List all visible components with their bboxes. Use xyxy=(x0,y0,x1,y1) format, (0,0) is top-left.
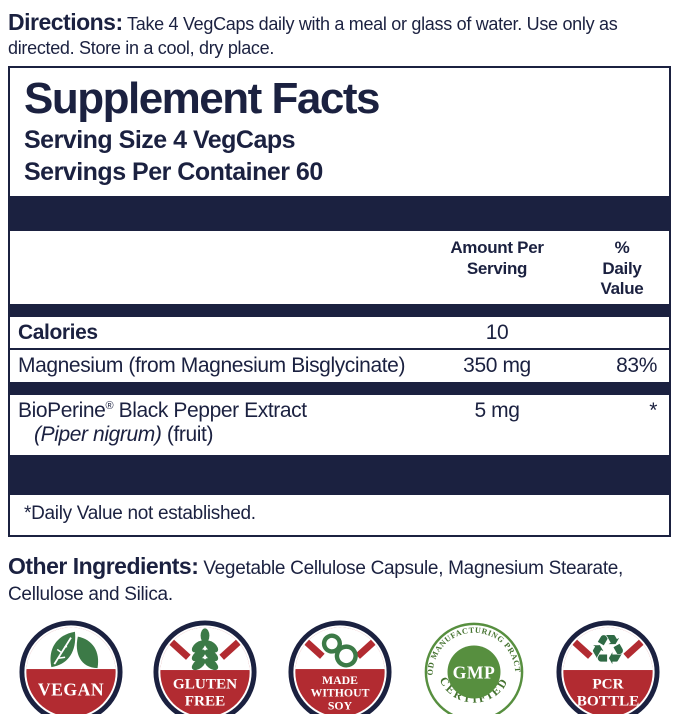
directions: Directions: Take 4 VegCaps daily with a … xyxy=(8,8,669,60)
nutrient-dv: * xyxy=(649,398,657,422)
other-ingredients: Other Ingredients: Vegetable Cellulose C… xyxy=(8,551,667,608)
certification-badges: VEGAN GLUTEN FR xyxy=(18,619,661,714)
vegan-label: VEGAN xyxy=(38,679,104,699)
table-row-magnesium: Magnesium (from Magnesium Bisglycinate) … xyxy=(10,350,669,381)
registered-trademark: ® xyxy=(105,399,114,412)
recycle-icon: ♻ xyxy=(590,626,627,674)
separator-bar-top xyxy=(10,196,669,232)
daily-value-footnote: *Daily Value not established. xyxy=(24,502,256,524)
soybean-pod-icon xyxy=(321,633,358,668)
soy-label-line1: MADE xyxy=(322,673,358,686)
badge-pcr-bottle: ♻ PCR BOTTLE xyxy=(556,620,660,714)
nutrient-name: Calories xyxy=(18,321,98,345)
nutrient-amount: 5 mg xyxy=(474,398,520,422)
table-row-calories: Calories 10 xyxy=(10,317,669,348)
nutrient-amount: 10 xyxy=(485,321,509,345)
bioperine-latin-line: (Piper nigrum) (fruit) xyxy=(34,422,214,446)
serving-size: Serving Size 4 VegCaps xyxy=(24,125,296,154)
separator-bar-mid xyxy=(10,381,669,395)
nutrient-amount: 350 mg xyxy=(463,354,531,378)
bioperine-name-line: BioPerine® Black Pepper Extract xyxy=(18,398,307,422)
nutrient-name: Magnesium (from Magnesium Bisglycinate) xyxy=(18,354,406,378)
supplement-facts-panel: Supplement Facts Serving Size 4 VegCaps … xyxy=(8,66,671,537)
gmp-center-circle xyxy=(447,645,501,699)
latin-name: (Piper nigrum) xyxy=(34,422,162,446)
badge-gluten-free: GLUTEN FREE xyxy=(153,620,257,714)
pcr-label-line1: PCR xyxy=(592,675,624,692)
column-header-amount: Amount Per Serving xyxy=(450,238,544,278)
other-ingredients-text: Vegetable Cellulose Capsule, Magnesium S… xyxy=(8,557,624,605)
badge-vegan: VEGAN xyxy=(19,620,123,714)
nutrient-dv: 83% xyxy=(616,354,657,378)
table-header-row: Amount Per Serving % Daily Value xyxy=(10,231,669,304)
gmp-center-label: GMP xyxy=(452,662,495,682)
gluten-free-label-line1: GLUTEN xyxy=(173,675,237,692)
separator-bar-bottom xyxy=(10,454,669,495)
badge-made-without-soy: MADE WITHOUT SOY xyxy=(287,620,392,714)
wheat-icon xyxy=(192,627,219,670)
pcr-label-line2: BOTTLE xyxy=(577,692,640,709)
leaves-icon xyxy=(50,631,99,668)
column-header-daily-value: % Daily Value xyxy=(600,238,644,298)
nutrient-name: BioPerine® Black Pepper Extract (Piper n… xyxy=(18,399,407,447)
other-ingredients-label: Other Ingredients: xyxy=(8,552,199,579)
soy-label-line2: WITHOUT xyxy=(310,686,369,699)
separator-bar-header xyxy=(10,304,669,318)
badge-gmp-certified: GOOD MANUFACTURING PRACTICE CERTIFIED GM… xyxy=(421,619,524,714)
soy-label-line3: SOY xyxy=(327,699,352,712)
directions-label: Directions: xyxy=(8,9,123,35)
gluten-free-label-line2: FREE xyxy=(185,692,226,709)
panel-title: Supplement Facts xyxy=(24,74,380,124)
servings-per-container: Servings Per Container 60 xyxy=(24,157,323,186)
directions-text: Take 4 VegCaps daily with a meal or glas… xyxy=(8,14,618,59)
row-divider xyxy=(10,348,669,351)
table-row-bioperine: BioPerine® Black Pepper Extract (Piper n… xyxy=(10,395,669,450)
